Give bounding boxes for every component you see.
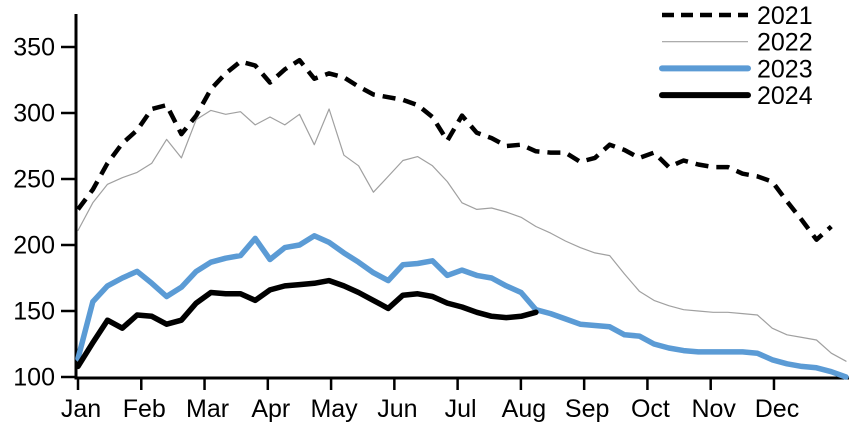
month-label-feb: Feb	[123, 395, 166, 423]
series-line-2023	[75, 233, 849, 380]
y-tick-label-100: 100	[13, 364, 55, 392]
month-label-mar: Mar	[186, 395, 229, 423]
month-label-jul: Jul	[445, 395, 477, 423]
month-label-may: May	[310, 395, 358, 423]
y-tick-label-350: 350	[13, 34, 55, 62]
legend-label-2023: 2023	[757, 55, 813, 83]
legend-label-2024: 2024	[757, 82, 813, 110]
month-label-nov: Nov	[691, 395, 736, 423]
series-line-2024	[75, 277, 539, 370]
month-label-sep: Sep	[565, 395, 609, 423]
series-line-2022	[77, 108, 847, 362]
month-label-aug: Aug	[502, 395, 546, 423]
y-tick-label-200: 200	[13, 232, 55, 260]
y-tick-label-150: 150	[13, 298, 55, 326]
y-tick-label-250: 250	[13, 166, 55, 194]
y-tick-label-300: 300	[13, 100, 55, 128]
legend-item-2023: 2023	[659, 55, 813, 83]
legend-label-2021: 2021	[757, 2, 813, 30]
month-label-jan: Jan	[61, 395, 101, 423]
legend-label-2022: 2022	[757, 29, 813, 57]
legend-item-2021: 2021	[662, 2, 813, 30]
month-label-oct: Oct	[631, 395, 670, 423]
legend-item-2022: 2022	[662, 29, 813, 57]
month-label-apr: Apr	[251, 395, 290, 423]
month-label-jun: Jun	[377, 395, 417, 423]
legend-item-2024: 2024	[659, 82, 813, 110]
series-line-2021	[76, 57, 833, 242]
month-label-dec: Dec	[755, 395, 799, 423]
